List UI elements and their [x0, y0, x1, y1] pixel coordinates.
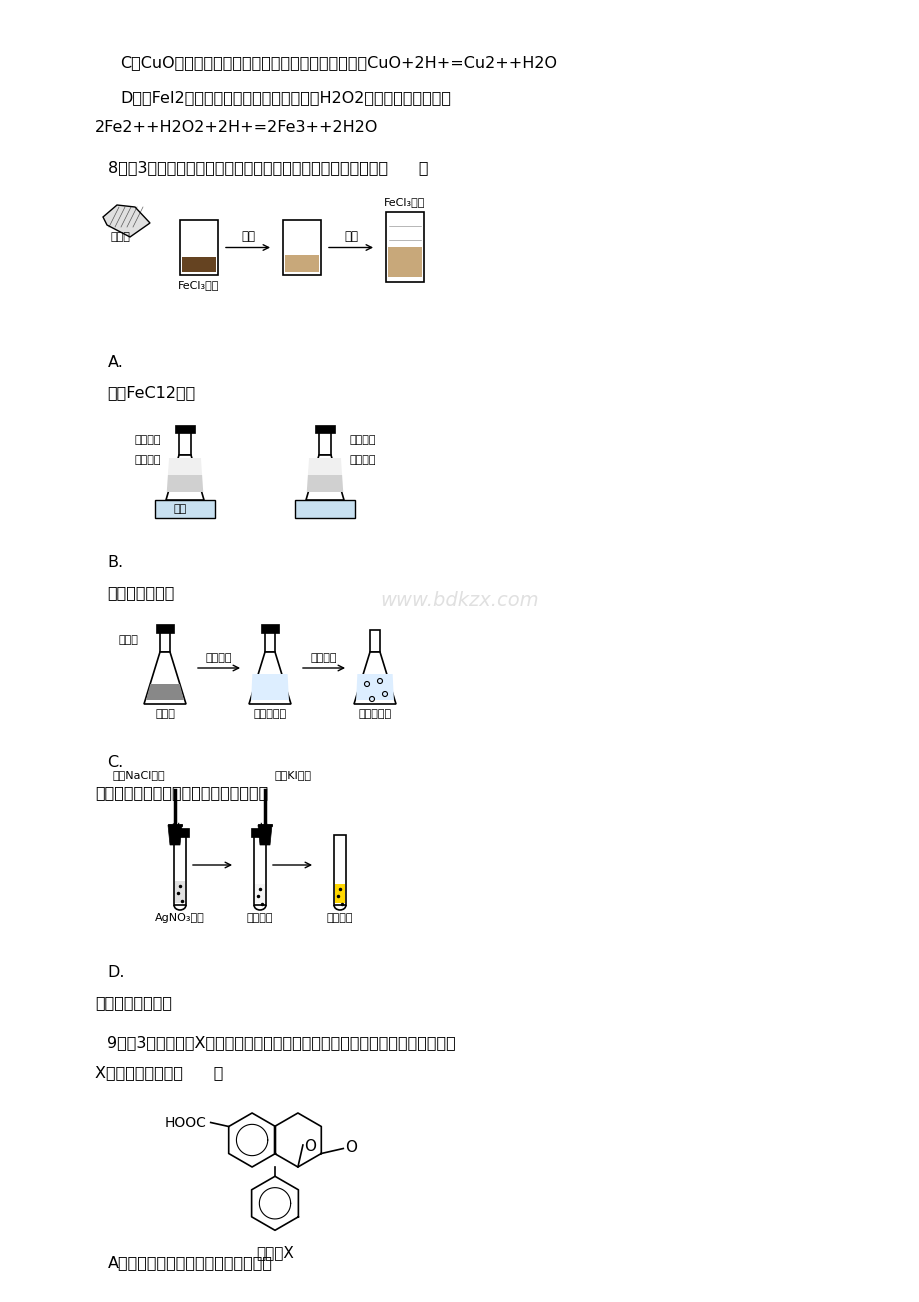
Polygon shape	[103, 204, 150, 237]
Polygon shape	[144, 652, 186, 704]
Polygon shape	[356, 674, 393, 700]
Text: 充分反应: 充分反应	[206, 654, 232, 663]
Polygon shape	[306, 454, 344, 500]
Text: 稀释: 稀释	[344, 229, 357, 242]
Polygon shape	[168, 825, 182, 845]
Text: C.: C.	[108, 755, 124, 769]
Text: O: O	[345, 1141, 357, 1155]
Text: O: O	[303, 1139, 315, 1154]
Text: FeCl₃晶体: FeCl₃晶体	[178, 280, 220, 290]
Polygon shape	[257, 825, 272, 845]
Polygon shape	[165, 454, 204, 500]
Text: 少量KI溶液: 少量KI溶液	[275, 769, 312, 780]
Bar	[319, 430, 331, 454]
Text: 8．（3分）下列实验操作或现象不能用勒夏特列原理解释的是（      ）: 8．（3分）下列实验操作或现象不能用勒夏特列原理解释的是（ ）	[108, 160, 427, 174]
Bar	[180, 220, 218, 275]
Bar	[261, 624, 278, 633]
Bar	[254, 835, 266, 905]
Text: 9．（3分）化合物X是一种医药中间体，其结构简式如图所示，下列有关化合物: 9．（3分）化合物X是一种医药中间体，其结构简式如图所示，下列有关化合物	[108, 1035, 456, 1049]
Text: A．分子中两个苯环一定处于同一平面: A．分子中两个苯环一定处于同一平面	[108, 1255, 272, 1269]
Text: 白色沉淀: 白色沉淀	[246, 913, 273, 923]
Text: 乙酸乙酯: 乙酸乙酯	[134, 435, 161, 445]
Bar	[388, 247, 422, 277]
Text: 探究石灰石与稀盐酸在密闭环境下的反应: 探究石灰石与稀盐酸在密闭环境下的反应	[95, 785, 268, 799]
Polygon shape	[168, 458, 202, 475]
Bar	[335, 884, 345, 904]
Bar	[175, 880, 185, 904]
Bar	[295, 500, 355, 518]
Polygon shape	[354, 652, 395, 704]
Text: FeCl₃溶液: FeCl₃溶液	[384, 197, 425, 207]
Text: B.: B.	[108, 555, 123, 570]
Polygon shape	[229, 1113, 275, 1167]
Text: 黄色沉淀: 黄色沉淀	[326, 913, 353, 923]
Bar	[182, 256, 216, 272]
Bar	[285, 255, 319, 272]
Text: 无气泡产生: 无气泡产生	[253, 710, 286, 719]
Text: D.: D.	[108, 965, 125, 980]
Bar	[314, 424, 335, 434]
Text: AgNO₃溶液: AgNO₃溶液	[155, 913, 205, 923]
Polygon shape	[251, 674, 289, 700]
Bar	[386, 212, 424, 283]
Polygon shape	[251, 1176, 298, 1230]
Bar	[175, 424, 195, 434]
Text: 石灰石: 石灰石	[155, 710, 175, 719]
Text: D．向FeI2酸性溶液（浅绿色）中滴入少量H2O2稀溶液，溶液变黄：: D．向FeI2酸性溶液（浅绿色）中滴入少量H2O2稀溶液，溶液变黄：	[119, 90, 450, 105]
Text: 溶解: 溶解	[241, 229, 255, 242]
Bar	[283, 220, 321, 275]
Bar	[174, 835, 186, 905]
Text: 与蒸馏水: 与蒸馏水	[348, 454, 375, 465]
Bar	[171, 828, 188, 837]
Text: 足量NaCl溶液: 足量NaCl溶液	[112, 769, 165, 780]
Text: 浓盐酸: 浓盐酸	[110, 232, 130, 242]
Polygon shape	[306, 475, 343, 492]
Polygon shape	[308, 458, 342, 475]
Bar	[334, 835, 346, 905]
Bar	[156, 624, 174, 633]
Polygon shape	[146, 684, 184, 700]
Text: 化合物X: 化合物X	[255, 1245, 293, 1260]
Polygon shape	[166, 475, 203, 492]
Bar	[255, 884, 265, 904]
Text: 热水: 热水	[173, 504, 187, 514]
Bar	[179, 430, 191, 454]
Text: 有气泡冒出: 有气泡冒出	[358, 710, 391, 719]
Polygon shape	[249, 652, 290, 704]
Text: 配制FeC12溶液: 配制FeC12溶液	[108, 385, 196, 400]
Bar	[154, 500, 215, 518]
Text: 2Fe2++H2O2+2H+=2Fe3++2H2O: 2Fe2++H2O2+2H+=2Fe3++2H2O	[95, 120, 378, 135]
Bar	[369, 630, 380, 652]
Text: 与稀硫酸: 与稀硫酸	[134, 454, 161, 465]
Text: 乙酸乙酯: 乙酸乙酯	[348, 435, 375, 445]
Text: 稀盐酸: 稀盐酸	[118, 635, 138, 644]
Text: A.: A.	[108, 355, 123, 370]
Text: 打开瓶塞: 打开瓶塞	[311, 654, 337, 663]
Text: X的说法正确的是（      ）: X的说法正确的是（ ）	[95, 1065, 223, 1079]
Text: HOOC: HOOC	[165, 1116, 207, 1130]
Text: 酯水解程度比较: 酯水解程度比较	[108, 585, 175, 600]
Text: C．CuO投入稀硫酸中。黑色固体溶解。溶液呈蓝色：CuO+2H+=Cu2++H2O: C．CuO投入稀硫酸中。黑色固体溶解。溶液呈蓝色：CuO+2H+=Cu2++H2…	[119, 55, 556, 70]
Text: www.bdkzx.com: www.bdkzx.com	[380, 591, 539, 611]
Bar	[265, 630, 275, 652]
Text: 卤化很沉淀的转化: 卤化很沉淀的转化	[95, 995, 172, 1010]
Polygon shape	[274, 1113, 321, 1167]
Bar	[251, 828, 268, 837]
Bar	[160, 630, 170, 652]
